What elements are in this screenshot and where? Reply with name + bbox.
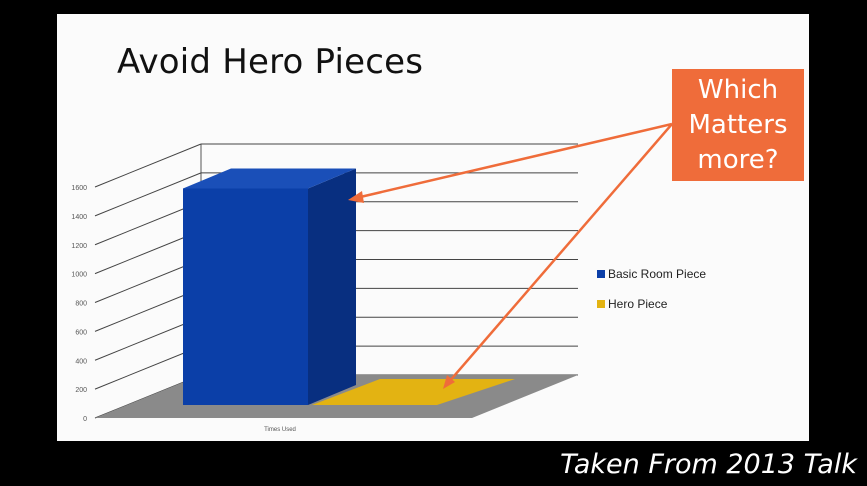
arrow-to-blue-bar [355,122,673,200]
arrowhead-blue [348,191,364,203]
x-tick-label: Times Used [264,427,296,433]
side-gridline [94,172,202,217]
callout-line-2: Matters [688,109,788,140]
legend-label: Hero Piece [608,297,668,311]
y-tick-label: 1400 [71,214,87,221]
y-tick-label: 800 [75,301,87,308]
y-tick-label: 400 [75,358,87,365]
callout-line-3: more? [697,144,779,175]
bar-front [183,188,308,405]
y-tick-label: 200 [75,387,87,394]
callout-line-1: Which [697,74,779,105]
slide-title: Avoid Hero Pieces [117,42,424,82]
y-tick-label: 1200 [71,243,87,250]
y-tick-label: 600 [75,329,87,336]
arrowhead-hero [443,375,455,389]
y-tick-label: 1600 [71,185,87,192]
side-gridline [94,143,202,188]
arrow-to-hero-bar [447,123,673,384]
bar-side [308,168,356,405]
y-tick-label: 0 [83,416,87,423]
y-tick-label: 1000 [71,272,87,279]
legend-swatch [597,270,605,278]
legend-label: Basic Room Piece [608,267,706,281]
bar-top [183,168,356,189]
legend-swatch [597,300,605,308]
caption: Taken From 2013 Talk [560,449,857,480]
bar-flat-top [312,379,515,405]
slide: Avoid Hero Pieces Which Matters more? [57,14,809,441]
callout-box: Which Matters more? [672,69,804,181]
